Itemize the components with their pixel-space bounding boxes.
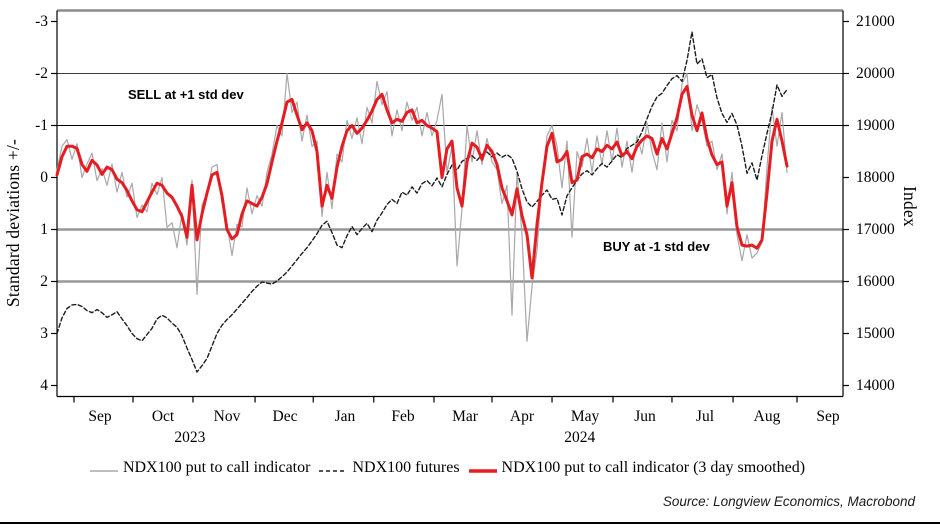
gray-solid-line-swatch <box>89 463 118 473</box>
legend-item-futures: NDX100 futures <box>319 459 460 477</box>
left-axis-tick-label: 0 <box>40 168 48 186</box>
x-axis-month-label: Aug <box>753 408 781 425</box>
x-axis-year-label: 2024 <box>564 429 596 446</box>
right-axis-tick-label: 20000 <box>856 64 895 82</box>
right-axis-tick-label: 17000 <box>856 220 895 238</box>
x-axis-month-label: Feb <box>391 408 415 425</box>
right-axis-tick-label: 19000 <box>856 116 895 134</box>
series-line <box>56 31 788 373</box>
left-axis-tick-label: -1 <box>35 116 48 134</box>
x-axis-year-label: 2023 <box>174 429 206 446</box>
sell-threshold-annotation: SELL at +1 std dev <box>127 86 244 102</box>
x-axis-month-label: May <box>570 408 600 425</box>
red-solid-line-swatch <box>468 463 497 473</box>
x-axis-month-label: Jul <box>695 408 715 425</box>
right-axis-tick-label: 14000 <box>856 376 895 394</box>
x-axis-month-label: Jan <box>334 408 356 425</box>
left-axis-tick-label: -2 <box>35 64 48 82</box>
x-axis-month-label: Nov <box>213 408 241 425</box>
series-line <box>55 85 789 280</box>
legend-label: NDX100 put to call indicator (3 day smoo… <box>501 459 806 476</box>
right-axis-tick-label: 15000 <box>856 324 895 342</box>
bottom-divider <box>0 522 940 524</box>
left-axis-tick-label: 2 <box>40 272 48 290</box>
left-axis-tick-label: 3 <box>40 324 48 342</box>
series-line <box>56 72 788 342</box>
legend-label: NDX100 put to call indicator <box>122 459 311 476</box>
black-dashed-line-swatch <box>319 463 348 473</box>
source-note: Source: Longview Economics, Macrobond <box>662 494 915 509</box>
right-axis-tick-label: 16000 <box>856 272 895 290</box>
right-axis-tick-label: 18000 <box>856 168 895 186</box>
x-axis-month-label: Oct <box>151 408 175 425</box>
x-axis-month-label: Sep <box>88 408 112 425</box>
left-axis-tick-label: 1 <box>40 220 48 238</box>
x-axis-month-label: Mar <box>452 408 478 425</box>
left-axis-title: Standard deviations +/- <box>3 138 23 308</box>
right-axis-tick-label: 21000 <box>856 12 895 30</box>
x-axis-month-label: Apr <box>509 408 535 425</box>
right-axis-title: Index <box>900 185 920 227</box>
buy-threshold-annotation: BUY at -1 std dev <box>603 239 710 255</box>
legend-label: NDX100 futures <box>352 459 460 476</box>
legend: NDX100 put to call indicator NDX100 futu… <box>0 459 895 477</box>
left-axis-tick-label: -3 <box>35 12 48 30</box>
legend-item-put-call-indicator: NDX100 put to call indicator <box>89 459 311 477</box>
x-axis-month-label: Sep <box>816 408 840 425</box>
left-axis-tick-label: 4 <box>40 376 48 394</box>
x-axis-month-label: Jun <box>634 408 656 425</box>
legend-item-put-call-smoothed: NDX100 put to call indicator (3 day smoo… <box>468 459 806 477</box>
x-axis-month-label: Dec <box>272 408 298 425</box>
